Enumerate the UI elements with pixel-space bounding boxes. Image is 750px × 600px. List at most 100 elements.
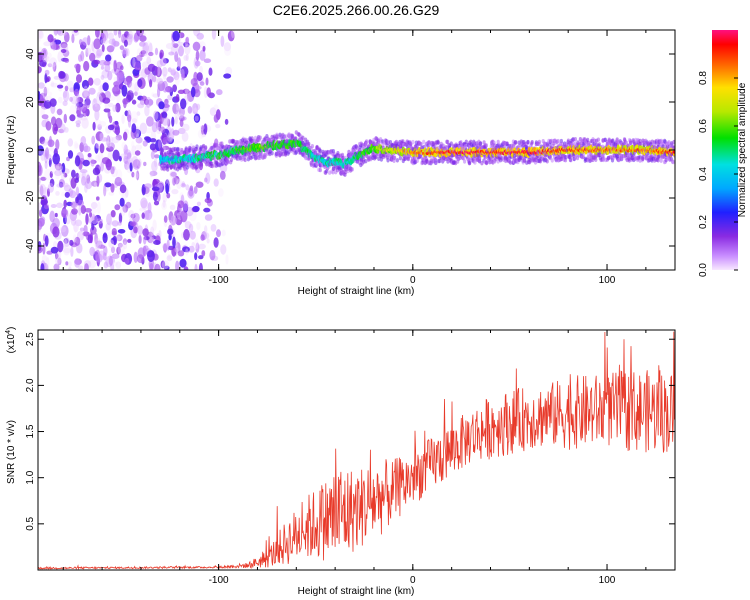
noise-blob: [178, 45, 184, 57]
noise-blob: [108, 142, 115, 151]
noise-blob: [116, 246, 121, 255]
noise-blob: [61, 191, 66, 197]
ridge-halo: [422, 139, 426, 145]
noise-blob: [204, 214, 213, 221]
ridge-halo: [548, 139, 553, 144]
noise-blob: [75, 196, 79, 204]
noise-blob: [134, 144, 143, 150]
noise-blob: [133, 251, 138, 263]
noise-blob: [153, 110, 159, 121]
noise-blob: [112, 149, 120, 162]
noise-blob: [149, 170, 158, 177]
noise-blob: [100, 137, 108, 142]
noise-blob: [193, 113, 201, 123]
ridge-halo: [573, 137, 578, 142]
noise-blob: [104, 103, 111, 110]
noise-blob: [42, 199, 48, 205]
noise-blob: [170, 215, 177, 226]
noise-blob: [154, 47, 159, 56]
noise-blob: [189, 230, 196, 240]
noise-blob: [216, 89, 223, 96]
ridge-halo: [257, 137, 261, 142]
heatmap-layer: [38, 30, 675, 270]
noise-blob: [213, 237, 219, 248]
noise-blob: [38, 31, 42, 42]
noise-blob: [149, 236, 155, 245]
noise-blob: [180, 183, 186, 188]
ridge-halo: [229, 157, 234, 163]
noise-blob: [171, 189, 179, 195]
noise-blob: [166, 178, 171, 185]
noise-blob: [133, 61, 141, 71]
noise-blob: [61, 225, 69, 237]
noise-blob: [74, 155, 81, 167]
noise-blob: [89, 232, 93, 244]
noise-blob: [71, 208, 78, 215]
noise-blob: [141, 44, 148, 57]
noise-blob: [198, 243, 206, 250]
noise-blob: [89, 211, 93, 218]
noise-blob: [92, 103, 101, 112]
noise-blob: [117, 229, 126, 234]
noise-blob: [174, 51, 179, 63]
noise-blob: [74, 223, 78, 234]
ridge-halo: [505, 141, 509, 146]
noise-blob: [168, 51, 175, 56]
ridge-halo: [189, 146, 193, 151]
ridge-halo: [545, 159, 549, 164]
noise-blob: [71, 169, 76, 178]
noise-blob: [55, 163, 60, 170]
ridge-halo: [479, 141, 483, 146]
noise-blob: [147, 250, 155, 262]
ridge-halo: [259, 151, 263, 157]
noise-blob: [143, 235, 147, 245]
noise-blob: [57, 84, 64, 89]
noise-blob: [107, 124, 115, 131]
noise-blob: [192, 103, 199, 115]
noise-blob: [96, 48, 103, 57]
noise-blob: [123, 98, 127, 109]
noise-blob: [102, 97, 111, 104]
noise-blob: [101, 157, 110, 165]
noise-blob: [188, 187, 194, 197]
bottom-xtick-label: 100: [599, 575, 616, 586]
noise-blob: [139, 35, 147, 42]
noise-blob: [185, 248, 189, 256]
noise-blob: [48, 147, 55, 152]
noise-blob: [81, 117, 89, 129]
noise-blob: [50, 82, 59, 88]
noise-blob: [115, 102, 121, 113]
noise-blob: [84, 263, 89, 270]
noise-blob: [92, 121, 96, 131]
ridge-halo: [265, 134, 269, 139]
noise-blob: [153, 157, 158, 168]
noise-blob: [197, 129, 205, 139]
noise-blob: [225, 254, 229, 265]
noise-blob: [224, 46, 232, 56]
noise-blob: [105, 222, 111, 231]
ridge-halo: [398, 156, 402, 161]
ridge-halo: [284, 134, 288, 139]
noise-blob: [67, 261, 72, 268]
noise-blob: [195, 50, 200, 61]
noise-blob: [44, 235, 49, 247]
noise-blob: [43, 100, 52, 109]
noise-blob: [167, 253, 171, 259]
noise-blob: [114, 120, 119, 125]
noise-blob: [38, 66, 42, 74]
noise-blob: [169, 170, 177, 179]
ridge-halo: [242, 155, 246, 160]
noise-blob: [188, 223, 194, 233]
noise-blob: [131, 118, 138, 124]
noise-blob: [167, 67, 172, 73]
noise-blob: [194, 85, 202, 90]
noise-blob: [149, 263, 154, 270]
top-y-axis-label: Frequency (Hz): [6, 116, 17, 185]
noise-blob: [43, 86, 48, 97]
noise-blob: [134, 91, 138, 96]
noise-blob: [45, 121, 52, 131]
noise-blob: [43, 203, 49, 210]
noise-blob: [49, 178, 55, 188]
noise-blob: [41, 141, 49, 146]
noise-blob: [38, 30, 44, 39]
